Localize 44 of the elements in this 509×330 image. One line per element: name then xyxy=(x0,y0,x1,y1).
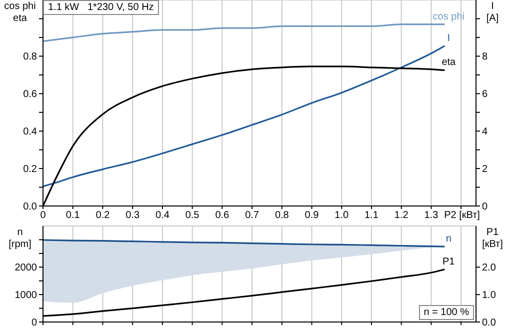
y2-tick-label: 8 xyxy=(482,52,488,63)
x-tick-label: 0.5 xyxy=(185,210,200,222)
x-tick-label: 0.9 xyxy=(304,210,320,222)
x-tick-label: 0.1 xyxy=(66,210,80,222)
y2-axis-title: I [A] xyxy=(485,1,500,25)
line-series xyxy=(43,239,446,248)
x-tick-label: 0.7 xyxy=(245,210,260,222)
x-tick-label: 0.8 xyxy=(274,210,290,222)
y-tick-label: 0.2 xyxy=(23,164,38,176)
chart-title: 1.1 kW 1*230 V, 50 Hz xyxy=(43,0,159,15)
y-tick-label: 0.6 xyxy=(23,89,38,100)
y2-tick-label: 2.0 xyxy=(482,262,496,274)
series-label: eta xyxy=(442,57,456,68)
x-tick-label: 1.1 xyxy=(364,210,379,222)
y-tick-label: 0.8 xyxy=(23,52,38,63)
x-tick-label: 0.4 xyxy=(155,210,170,222)
series-label: I xyxy=(447,32,450,44)
series-label: cos phi xyxy=(432,11,464,22)
x-tick-label: 0.2 xyxy=(96,210,110,222)
y-tick-label: 0.0 xyxy=(23,202,38,213)
x-tick-label: 1.3 xyxy=(424,210,439,222)
x-tick-label: 0 xyxy=(40,210,46,222)
y-axis-title: cos phi eta xyxy=(3,1,37,25)
x-tick-label: 0.6 xyxy=(215,210,230,222)
y2-tick-label: 6 xyxy=(482,89,488,100)
y2-axis-title: P1 [кВт] xyxy=(481,227,504,251)
series-label: P1 xyxy=(442,256,456,268)
y2-tick-label: 2 xyxy=(482,164,488,176)
y2-tick-label: 0.0 xyxy=(482,318,496,329)
y-tick-label: 2000 xyxy=(14,262,38,274)
y2-tick-label: 1.0 xyxy=(482,290,496,302)
y-tick-label: 0 xyxy=(31,318,38,329)
line-series xyxy=(43,24,446,42)
y-tick-label: 1000 xyxy=(14,290,38,302)
series-label: n xyxy=(446,234,452,245)
x-axis-title: P2 [кВт] xyxy=(444,210,480,221)
y2-tick-label: 0 xyxy=(482,202,488,213)
y-tick-label: 0.4 xyxy=(23,126,38,138)
y-axis-title: n [rpm] xyxy=(8,227,32,251)
x-tick-label: 1.0 xyxy=(334,210,350,222)
annotation: n = 100 % xyxy=(418,305,474,320)
x-tick-label: 1.2 xyxy=(394,210,409,222)
x-tick-label: 0.3 xyxy=(126,210,140,222)
y2-tick-label: 4 xyxy=(482,126,488,138)
